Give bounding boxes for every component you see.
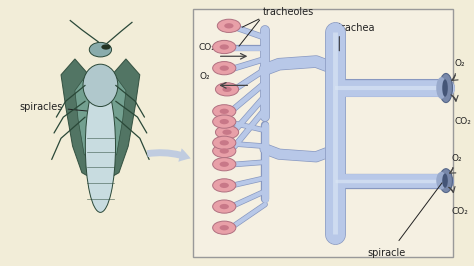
Circle shape — [213, 61, 236, 75]
Text: spiracle: spiracle — [367, 248, 405, 258]
Circle shape — [213, 105, 236, 118]
Circle shape — [219, 44, 229, 50]
Polygon shape — [61, 59, 98, 181]
Circle shape — [101, 44, 110, 50]
Circle shape — [222, 87, 232, 92]
Circle shape — [222, 130, 232, 135]
Circle shape — [213, 221, 236, 234]
Text: trachea: trachea — [338, 23, 375, 33]
Ellipse shape — [442, 79, 448, 97]
Circle shape — [219, 225, 229, 230]
Circle shape — [219, 183, 229, 188]
Text: O₂: O₂ — [452, 154, 462, 163]
Ellipse shape — [436, 172, 447, 190]
Text: CO₂: CO₂ — [454, 117, 471, 126]
Circle shape — [213, 200, 236, 213]
Bar — [193, 9, 453, 257]
Circle shape — [219, 65, 229, 71]
Text: CO₂: CO₂ — [452, 207, 468, 216]
Circle shape — [216, 126, 238, 139]
Circle shape — [219, 161, 229, 167]
FancyArrowPatch shape — [146, 148, 191, 162]
Ellipse shape — [85, 80, 116, 212]
Circle shape — [213, 158, 236, 171]
Text: O₂: O₂ — [199, 72, 210, 81]
Circle shape — [213, 40, 236, 54]
Circle shape — [219, 148, 229, 154]
Circle shape — [224, 23, 234, 28]
Circle shape — [219, 119, 229, 124]
Ellipse shape — [436, 77, 447, 99]
Text: CO₂: CO₂ — [198, 43, 215, 52]
Text: tracheoles: tracheoles — [263, 7, 314, 17]
Polygon shape — [75, 75, 99, 165]
Ellipse shape — [439, 73, 453, 103]
Circle shape — [216, 83, 238, 96]
Ellipse shape — [83, 64, 118, 107]
Circle shape — [213, 179, 236, 192]
Ellipse shape — [89, 42, 111, 57]
Circle shape — [217, 19, 240, 32]
Circle shape — [213, 136, 236, 149]
Circle shape — [219, 109, 229, 114]
Ellipse shape — [442, 173, 448, 188]
Polygon shape — [103, 59, 140, 181]
Ellipse shape — [439, 169, 453, 193]
Text: O₂: O₂ — [454, 59, 465, 68]
Circle shape — [213, 144, 236, 158]
Text: spiracles: spiracles — [19, 102, 93, 111]
Circle shape — [219, 140, 229, 146]
Circle shape — [213, 115, 236, 128]
Circle shape — [219, 204, 229, 209]
Polygon shape — [102, 75, 126, 165]
